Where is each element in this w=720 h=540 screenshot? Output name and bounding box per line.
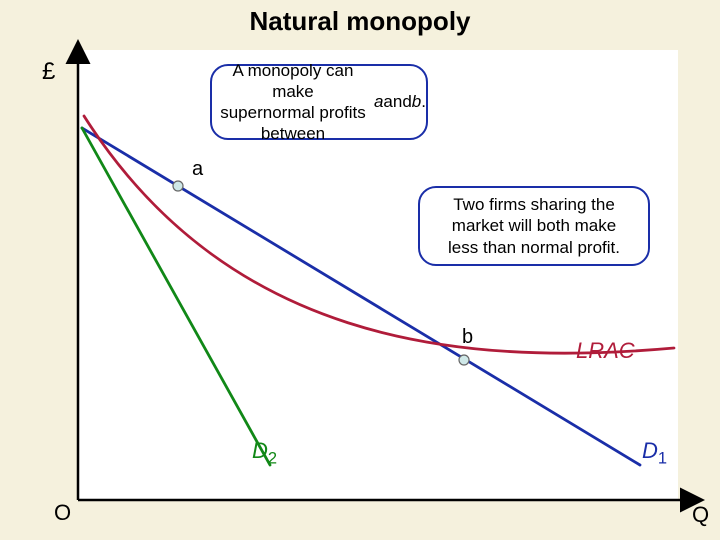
d1-label: D1 (642, 438, 667, 468)
x-axis-label: Q (692, 502, 709, 528)
origin-label: O (54, 500, 71, 526)
callout-twofirms: Two firms sharing themarket will both ma… (418, 186, 650, 266)
y-axis-label: £ (42, 58, 55, 86)
point-a-label: a (192, 158, 203, 181)
slide: Natural monopoly £ Q O a b LRAC D1 D2 A … (0, 0, 720, 540)
d2-label: D2 (252, 438, 277, 468)
callout-monopoly: A monopoly can makesupernormal profitsbe… (210, 64, 428, 140)
point-b-label: b (462, 326, 473, 349)
lrac-label: LRAC (576, 338, 635, 364)
